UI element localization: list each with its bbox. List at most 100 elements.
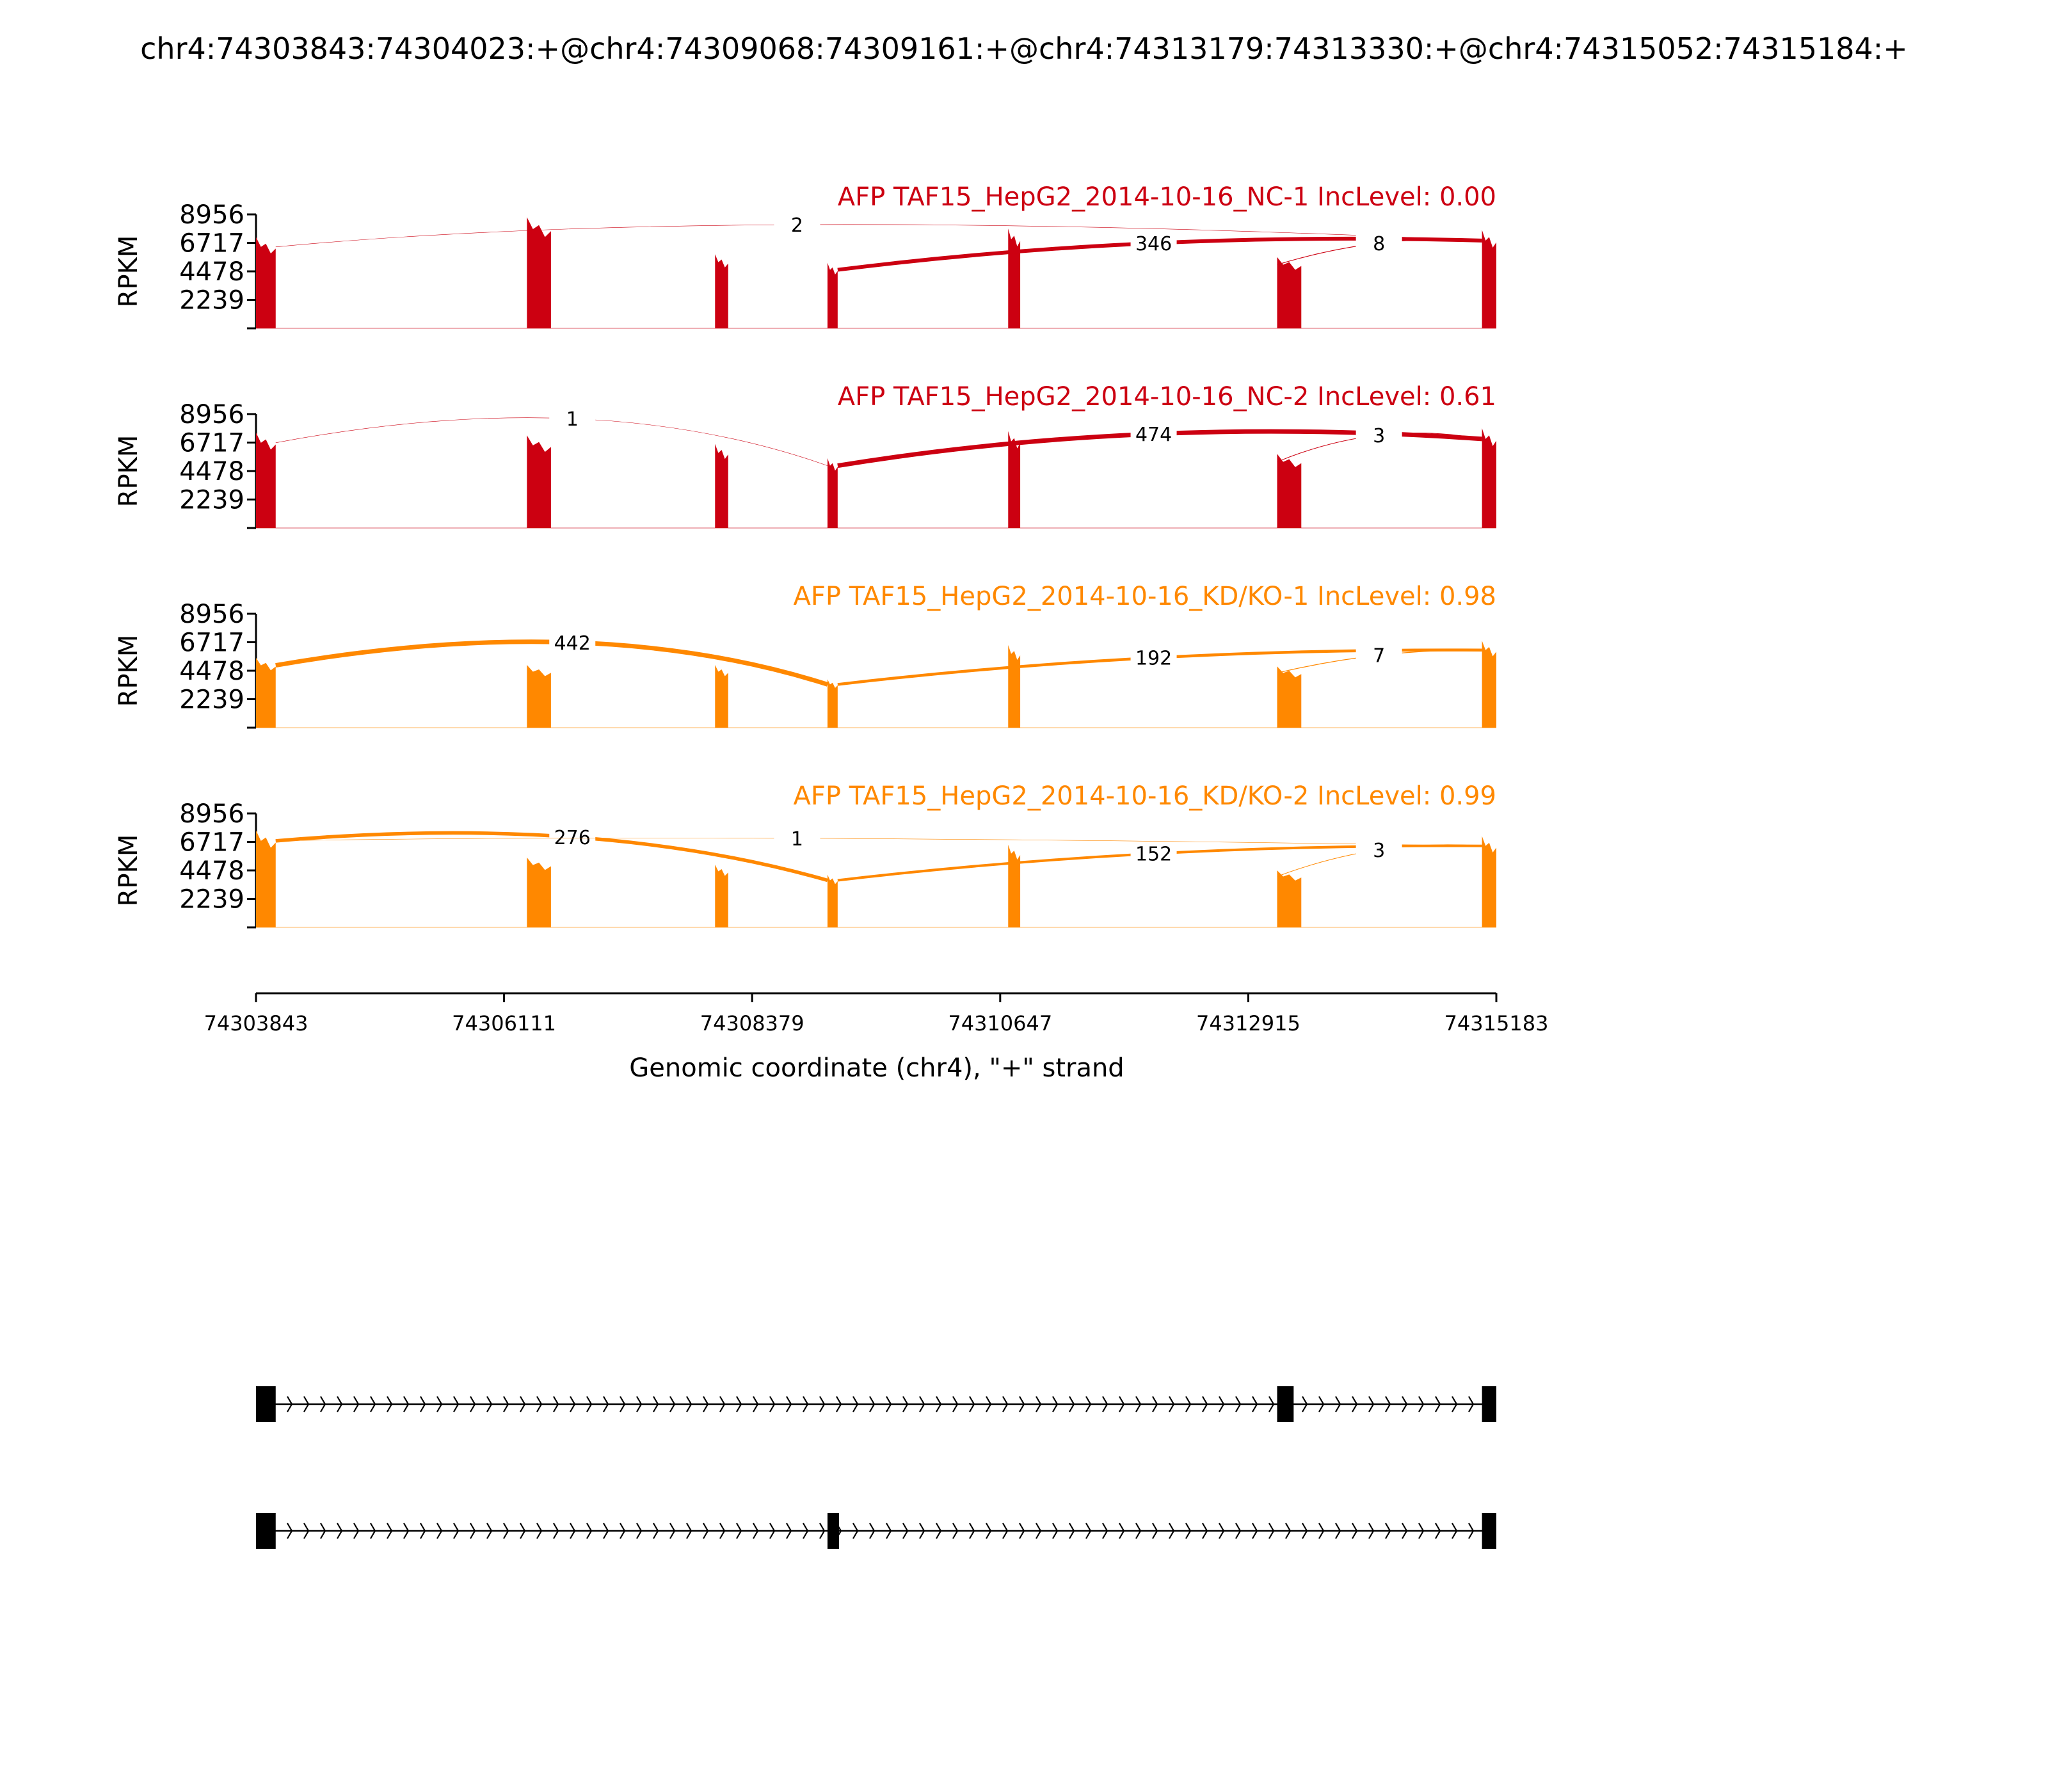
strand-arrow	[1368, 1523, 1375, 1539]
x-tick-label: 74303843	[204, 1011, 308, 1036]
strand-arrow	[1452, 1396, 1458, 1412]
coverage-bar	[1277, 257, 1302, 328]
strand-arrow	[320, 1396, 326, 1412]
strand-arrow	[287, 1523, 293, 1539]
strand-arrow	[1169, 1523, 1175, 1539]
strand-arrow	[1085, 1523, 1092, 1539]
strand-arrow	[836, 1396, 842, 1412]
strand-arrow	[486, 1396, 493, 1412]
strand-arrow	[686, 1523, 692, 1539]
coverage-bar	[1482, 836, 1496, 927]
y-tick-label: 8956	[179, 799, 244, 829]
isoform-1	[256, 1386, 1496, 1422]
x-axis-label: Genomic coordinate (chr4), "+" strand	[629, 1053, 1124, 1083]
y-axis-label: RPKM	[114, 635, 143, 707]
y-tick-label: 2239	[179, 486, 244, 515]
coverage-bar	[256, 657, 276, 728]
strand-arrow	[1202, 1396, 1208, 1412]
strand-arrow	[919, 1523, 925, 1539]
strand-arrow	[520, 1396, 526, 1412]
strand-arrow	[669, 1396, 676, 1412]
y-tick-label: 2239	[179, 286, 244, 316]
strand-arrow	[719, 1523, 726, 1539]
panel-label: AFP TAF15_HepG2_2014-10-16_KD/KO-2 IncLe…	[793, 781, 1496, 811]
strand-arrow	[1119, 1396, 1125, 1412]
strand-arrow	[470, 1523, 476, 1539]
coverage-bar	[527, 217, 551, 328]
strand-arrow	[1185, 1523, 1192, 1539]
strand-arrow	[353, 1523, 360, 1539]
strand-arrow	[503, 1396, 509, 1412]
strand-arrow	[553, 1396, 559, 1412]
coverage-bar	[527, 435, 551, 528]
panel-label: AFP TAF15_HepG2_2014-10-16_NC-1 IncLevel…	[838, 182, 1496, 212]
strand-arrow	[1135, 1523, 1142, 1539]
strand-arrow	[603, 1396, 609, 1412]
strand-arrow	[852, 1396, 859, 1412]
chart-title: chr4:74303843:74304023:+@chr4:74309068:7…	[140, 31, 1908, 66]
strand-arrow	[1468, 1396, 1475, 1412]
strand-arrow	[786, 1523, 792, 1539]
strand-arrow	[1219, 1396, 1225, 1412]
strand-arrow	[320, 1523, 326, 1539]
junction-count: 8	[1373, 233, 1385, 255]
strand-arrow	[986, 1396, 992, 1412]
strand-arrow	[1435, 1523, 1441, 1539]
coverage-bar	[1008, 228, 1021, 328]
x-tick-label: 74312915	[1196, 1011, 1300, 1036]
strand-arrow	[952, 1523, 959, 1539]
strand-arrow	[852, 1523, 859, 1539]
junction-label-bg	[1130, 646, 1177, 669]
strand-arrow	[520, 1523, 526, 1539]
junction-count: 346	[1135, 233, 1172, 255]
strand-arrow	[686, 1396, 692, 1412]
junction-label-bg	[1130, 231, 1177, 255]
y-axis-label: RPKM	[114, 236, 143, 308]
strand-arrow	[337, 1523, 343, 1539]
strand-arrow	[936, 1523, 942, 1539]
strand-arrow	[819, 1396, 826, 1412]
strand-arrow	[436, 1396, 443, 1412]
coverage-bar	[256, 432, 276, 528]
strand-arrow	[436, 1523, 443, 1539]
strand-arrow	[1268, 1523, 1275, 1539]
strand-arrow	[1119, 1523, 1125, 1539]
coverage-bar	[256, 830, 276, 927]
coverage-bar	[715, 254, 728, 328]
junction-count: 2	[791, 214, 803, 237]
strand-arrow	[1052, 1396, 1059, 1412]
strand-arrow	[636, 1396, 643, 1412]
strand-arrow	[1352, 1396, 1358, 1412]
strand-arrow	[370, 1396, 376, 1412]
y-axis-label: RPKM	[114, 835, 143, 907]
strand-arrow	[1318, 1523, 1325, 1539]
coverage-bar	[1277, 454, 1302, 528]
strand-arrow	[969, 1396, 975, 1412]
strand-arrow	[803, 1396, 809, 1412]
strand-arrow	[1385, 1396, 1391, 1412]
strand-arrow	[387, 1396, 393, 1412]
junction-label-bg	[549, 630, 596, 654]
strand-arrow	[669, 1523, 676, 1539]
strand-arrow	[503, 1523, 509, 1539]
y-tick-label: 8956	[179, 200, 244, 230]
strand-arrow	[786, 1396, 792, 1412]
junction-count: 1	[791, 828, 803, 851]
strand-arrow	[1418, 1523, 1425, 1539]
junction-label-bg	[774, 213, 820, 237]
junction-count: 192	[1135, 648, 1172, 670]
strand-arrow	[1036, 1523, 1042, 1539]
x-tick-label: 74310647	[948, 1011, 1052, 1036]
strand-arrow	[902, 1523, 909, 1539]
strand-arrow	[1019, 1396, 1025, 1412]
strand-arrow	[303, 1523, 310, 1539]
strand-arrow	[403, 1523, 410, 1539]
junction-count: 3	[1373, 425, 1385, 447]
coverage-bar	[1482, 641, 1496, 728]
junction-label-bg	[1130, 422, 1177, 445]
coverage-bar	[827, 679, 838, 728]
strand-arrow	[586, 1396, 593, 1412]
